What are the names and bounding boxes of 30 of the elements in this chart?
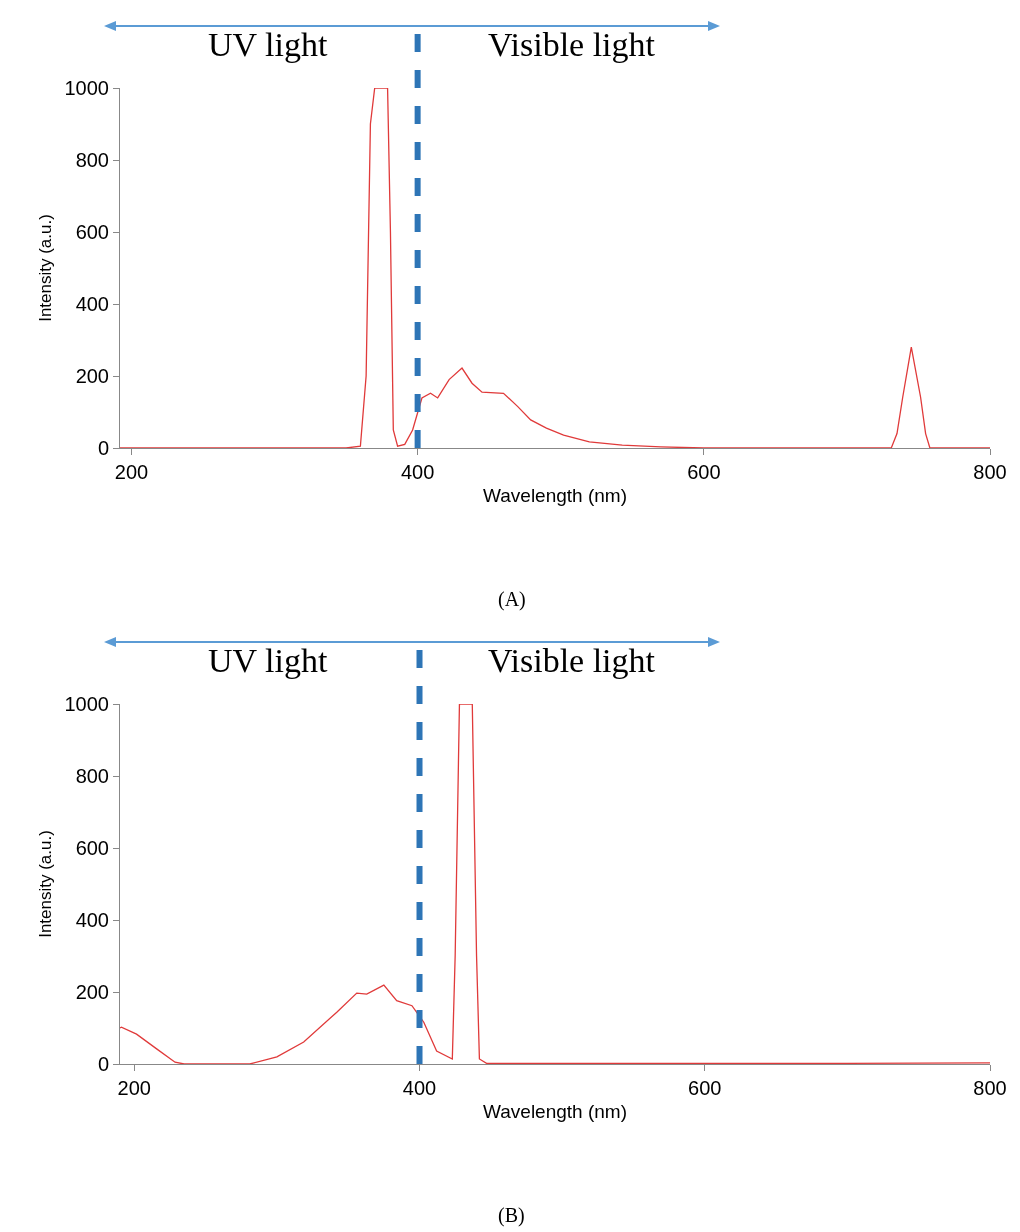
x-tick-label: 600 [688, 1077, 722, 1099]
y-tick-label: 800 [75, 765, 109, 787]
x-tick-label: 400 [402, 1077, 437, 1099]
x-axis-title: Wavelength (nm) [483, 484, 627, 506]
x-axis-title: Wavelength (nm) [483, 1100, 627, 1122]
y-axis-title: Intensity (a.u.) [36, 214, 56, 322]
x-tick-label: 400 [400, 461, 435, 483]
text: (A) [498, 588, 526, 611]
y-tick-label: 200 [75, 365, 109, 387]
y-tick-label: 400 [75, 293, 109, 315]
x-tick-label: 600 [687, 461, 721, 483]
y-tick-label: 600 [75, 221, 109, 243]
text: UV light [208, 642, 328, 679]
x-tick-label: 800 [973, 461, 1007, 483]
text: (B) [498, 1204, 525, 1227]
y-tick-label: 0 [97, 1053, 109, 1075]
text: Visible light [488, 26, 656, 63]
y-tick-label: 600 [75, 837, 109, 859]
y-tick-label: 1000 [64, 693, 109, 715]
y-axis-title: Intensity (a.u.) [36, 830, 56, 938]
text: Visible light [488, 642, 656, 679]
x-tick-label: 200 [117, 1077, 151, 1099]
x-tick-label: 200 [114, 461, 149, 483]
y-tick-label: 0 [97, 437, 109, 459]
text: UV light [208, 26, 328, 63]
y-tick-label: 400 [75, 909, 109, 931]
x-tick-label: 800 [973, 1077, 1007, 1099]
y-tick-label: 1000 [64, 77, 109, 99]
y-tick-label: 200 [75, 981, 109, 1003]
y-tick-label: 800 [75, 149, 109, 171]
